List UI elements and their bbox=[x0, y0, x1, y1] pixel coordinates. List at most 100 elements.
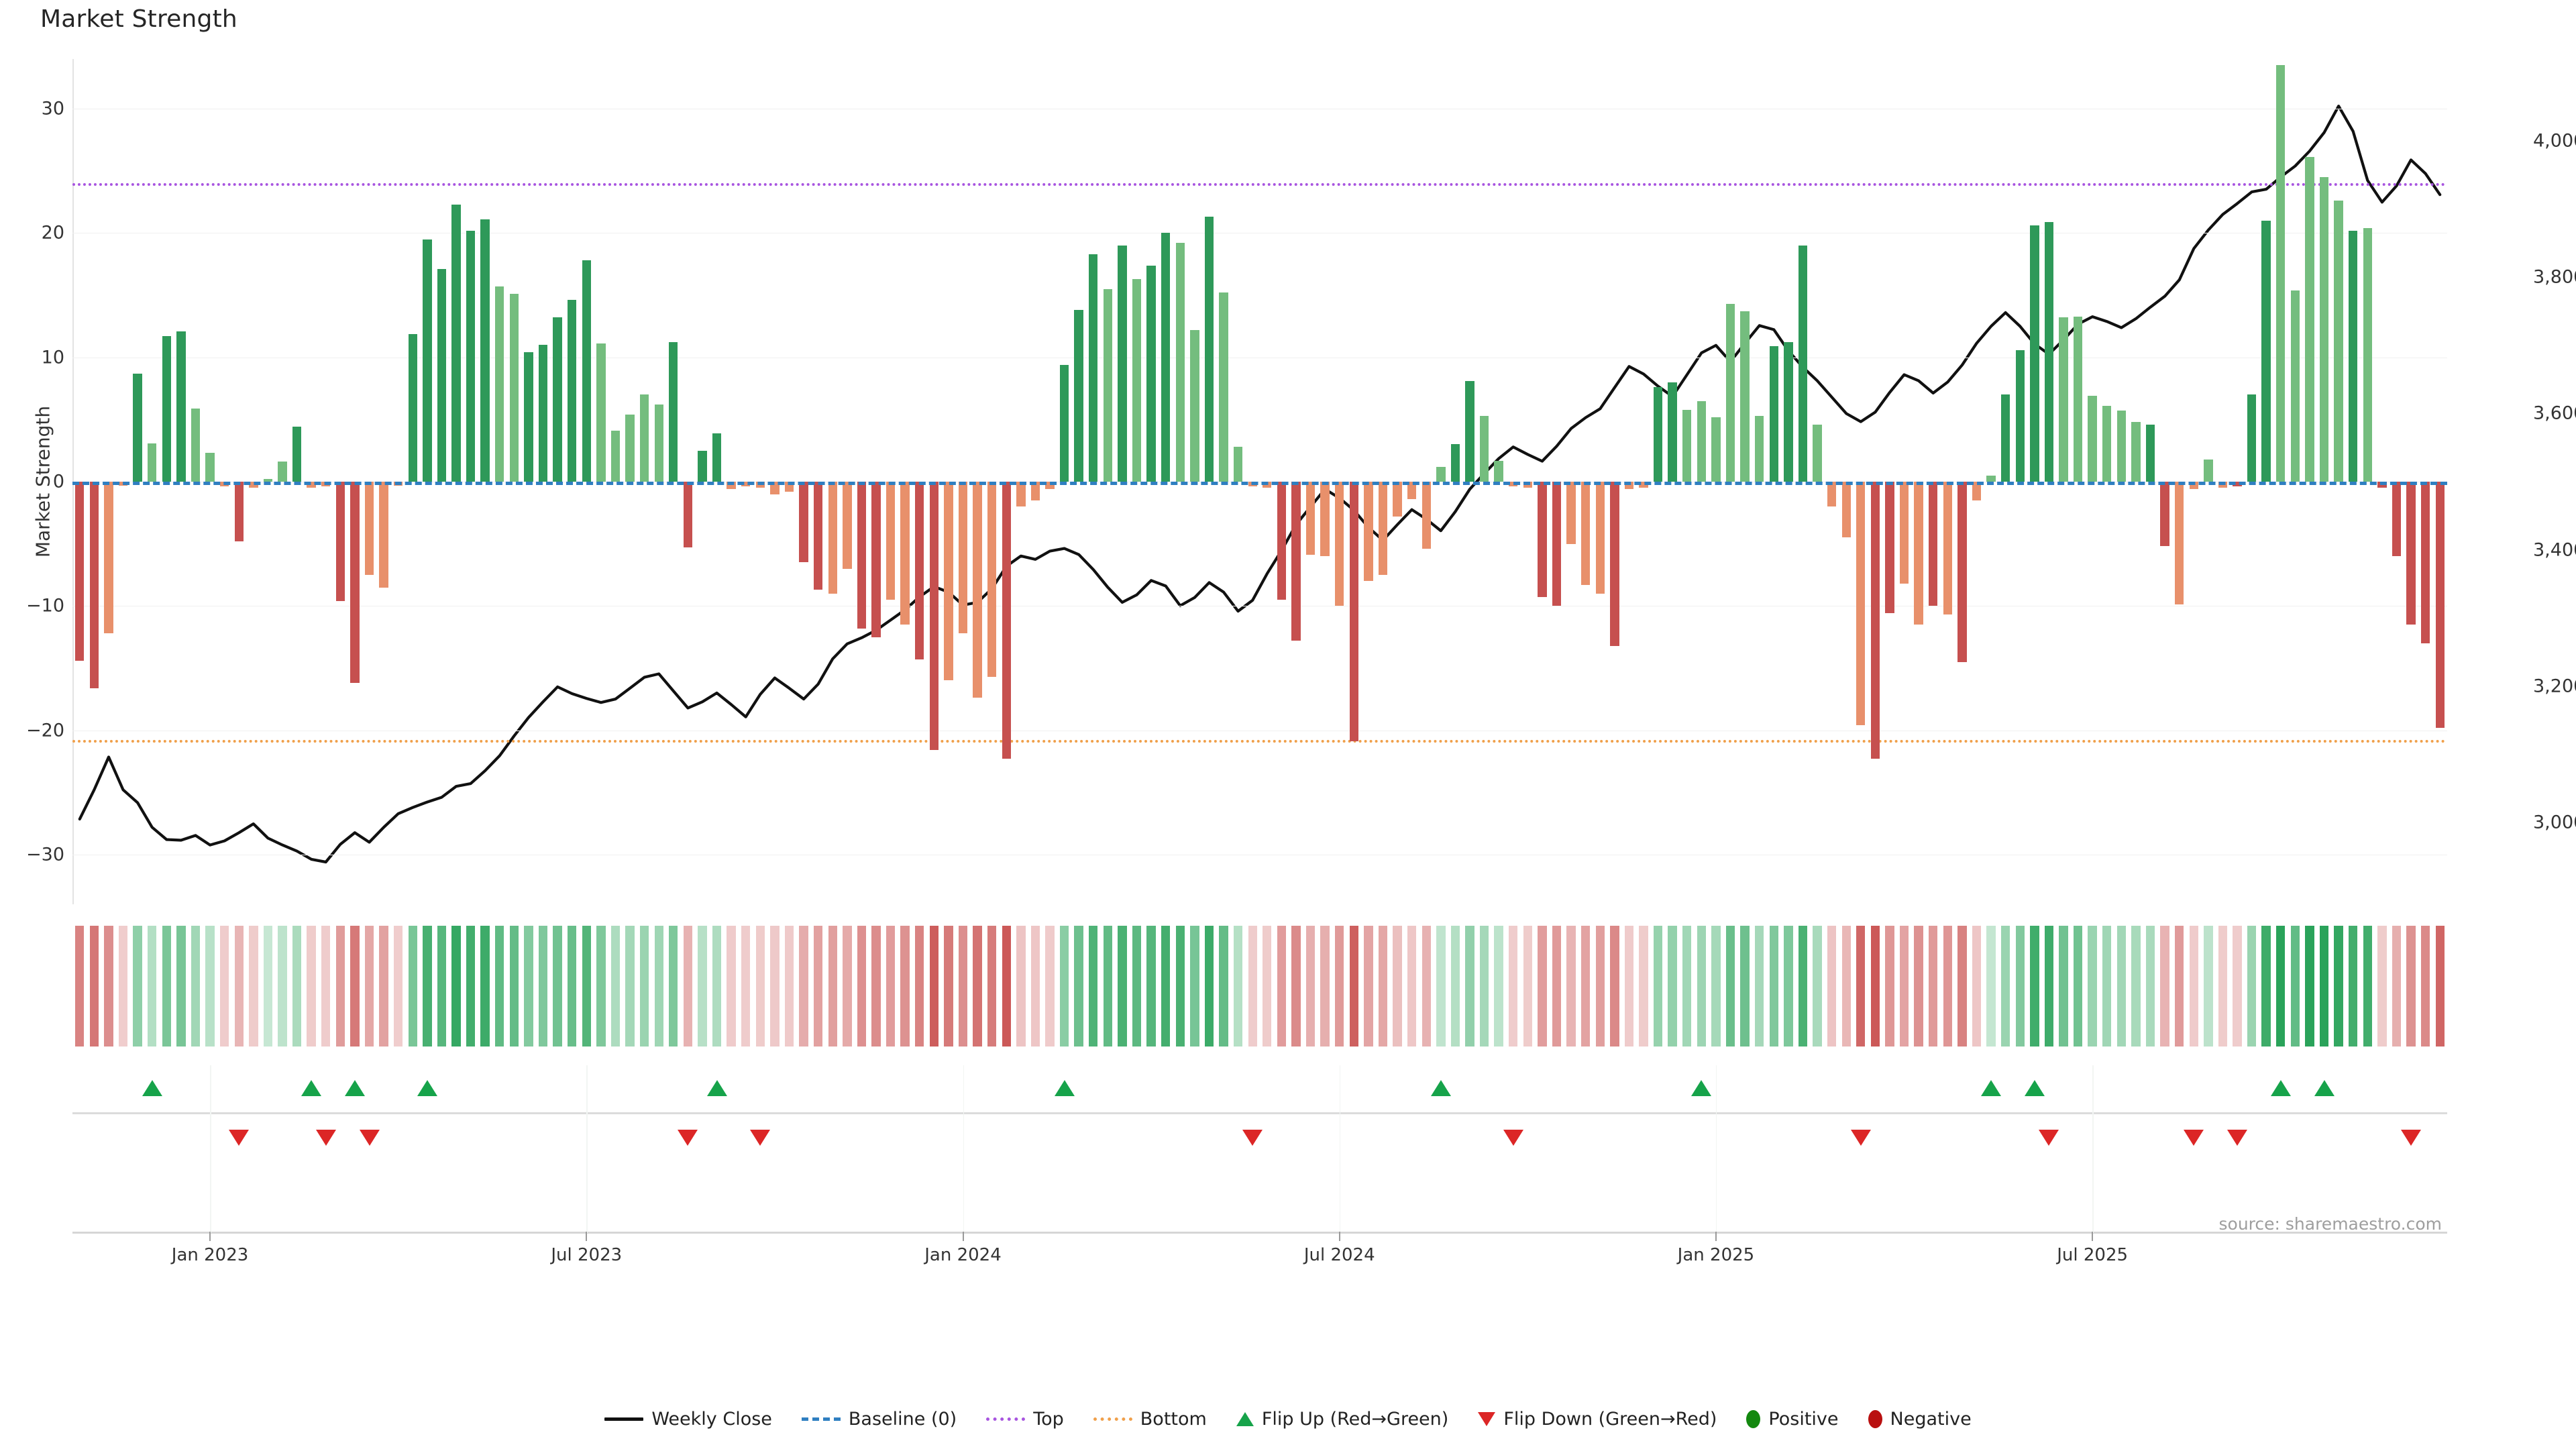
baseline-zero-line bbox=[72, 482, 2447, 485]
left-axis-tick-label: 30 bbox=[41, 98, 64, 119]
strength-bar bbox=[1538, 482, 1547, 598]
x-gridline bbox=[1715, 1159, 1717, 1233]
strength-bar bbox=[1798, 245, 1808, 482]
legend-item-weekly-close[interactable]: Weekly Close bbox=[604, 1409, 772, 1430]
strength-bar bbox=[1697, 400, 1707, 482]
strength-bar bbox=[1450, 444, 1460, 482]
strength-bar bbox=[437, 269, 447, 482]
strength-bar bbox=[1219, 292, 1228, 482]
heatmap-cell bbox=[727, 926, 736, 1046]
legend-item-flip-up[interactable]: Flip Up (Red→Green) bbox=[1236, 1409, 1448, 1430]
x-gridline bbox=[210, 1159, 211, 1233]
strength-bar bbox=[1059, 364, 1069, 482]
legend-item-negative[interactable]: Negative bbox=[1868, 1409, 1972, 1430]
strength-bar bbox=[133, 373, 142, 482]
heatmap-cell bbox=[857, 926, 867, 1046]
strength-bar bbox=[828, 482, 837, 594]
strength-bar bbox=[148, 443, 157, 482]
strength-bar bbox=[2261, 220, 2271, 482]
strength-bar bbox=[1740, 311, 1750, 482]
strength-bar bbox=[987, 482, 997, 677]
flip-down-marker-icon bbox=[2039, 1130, 2059, 1146]
heatmap-cell bbox=[1002, 926, 1011, 1046]
x-axis-panel: Jan 2023 Jul 2023 Jan 2024 Jul 2024 Jan 2025… bbox=[72, 1159, 2447, 1265]
strength-bar bbox=[2406, 482, 2416, 625]
heatmap-cell bbox=[2349, 926, 2358, 1046]
legend-item-label: Baseline (0) bbox=[848, 1409, 957, 1430]
triangle-up-icon bbox=[1236, 1412, 1254, 1426]
x-axis-tick-label: Jul 2025 bbox=[2057, 1245, 2129, 1265]
heatmap-cell bbox=[2290, 926, 2300, 1046]
heatmap-cell bbox=[133, 926, 142, 1046]
x-gridline bbox=[1339, 1159, 1341, 1233]
legend-item-top[interactable]: Top bbox=[986, 1409, 1064, 1430]
legend-item-label: Positive bbox=[1768, 1409, 1839, 1430]
heatmap-cell bbox=[234, 926, 244, 1046]
heatmap-cell bbox=[843, 926, 852, 1046]
left-axis-tick-label: 0 bbox=[52, 471, 64, 492]
right-axis-tick-label: 3,400 bbox=[2533, 539, 2576, 561]
heatmap-cell bbox=[1870, 926, 1880, 1046]
heatmap-cell bbox=[89, 926, 99, 1046]
x-gridline bbox=[1715, 1065, 1717, 1159]
heatmap-cell bbox=[1639, 926, 1648, 1046]
x-axis-tick-label: Jul 2024 bbox=[1303, 1245, 1375, 1265]
heatmap-cell bbox=[1813, 926, 1822, 1046]
legend-item-baseline[interactable]: Baseline (0) bbox=[801, 1409, 957, 1430]
heatmap-cell bbox=[2319, 926, 2329, 1046]
strength-bar bbox=[509, 294, 519, 482]
strength-bar bbox=[263, 479, 273, 482]
heatmap-cell bbox=[596, 926, 606, 1046]
flip-markers-panel bbox=[72, 1065, 2447, 1159]
heatmap-cell bbox=[1668, 926, 1677, 1046]
x-axis-tick-label: Jul 2023 bbox=[551, 1245, 623, 1265]
heatmap-cell bbox=[1725, 926, 1735, 1046]
strength-bar bbox=[596, 343, 606, 482]
strength-bar bbox=[2030, 225, 2039, 482]
strength-bar bbox=[1957, 482, 1967, 662]
dashed-line-icon bbox=[801, 1417, 841, 1421]
heatmap-cell bbox=[1349, 926, 1358, 1046]
heatmap-cell bbox=[1755, 926, 1764, 1046]
heatmap-cell bbox=[1827, 926, 1837, 1046]
heatmap-cell bbox=[2189, 926, 2198, 1046]
strength-bar bbox=[1291, 482, 1301, 641]
strength-bar bbox=[813, 482, 823, 590]
circle-green-icon bbox=[1746, 1410, 1761, 1428]
heatmap-cell bbox=[379, 926, 388, 1046]
strength-bar bbox=[1914, 482, 1923, 625]
heatmap-cell bbox=[205, 926, 215, 1046]
legend-item-positive[interactable]: Positive bbox=[1746, 1409, 1839, 1430]
strength-bar bbox=[423, 239, 432, 482]
heatmap-cell bbox=[799, 926, 808, 1046]
flip-down-marker-icon bbox=[2227, 1130, 2247, 1146]
x-gridline bbox=[210, 1065, 211, 1159]
circle-red-icon bbox=[1868, 1410, 1882, 1428]
heatmap-cell bbox=[1479, 926, 1489, 1046]
strength-bar bbox=[495, 286, 504, 482]
x-axis-tick bbox=[1715, 1232, 1717, 1241]
strength-bar bbox=[1074, 310, 1083, 482]
x-axis-tick bbox=[586, 1232, 588, 1241]
strength-bar bbox=[2247, 394, 2257, 482]
strength-bar bbox=[2189, 482, 2198, 490]
legend-item-bottom[interactable]: Bottom bbox=[1093, 1409, 1207, 1430]
heatmap-cell bbox=[639, 926, 649, 1046]
strength-bar bbox=[1407, 482, 1417, 499]
strength-bar bbox=[2392, 482, 2402, 557]
right-axis-tick-label: 3,800 bbox=[2533, 266, 2576, 288]
heatmap-cell bbox=[104, 926, 113, 1046]
strength-bar bbox=[480, 219, 490, 482]
strength-bar bbox=[1725, 304, 1735, 482]
strength-bar bbox=[915, 482, 924, 659]
legend-item-flip-down[interactable]: Flip Down (Green→Red) bbox=[1478, 1409, 1717, 1430]
heatmap-cell bbox=[1465, 926, 1474, 1046]
heatmap-cell bbox=[1089, 926, 1098, 1046]
flip-down-marker-icon bbox=[678, 1130, 698, 1146]
x-gridline bbox=[1339, 1065, 1341, 1159]
heatmap-cell bbox=[364, 926, 374, 1046]
flip-down-marker-icon bbox=[1850, 1130, 1871, 1146]
flip-up-marker-icon bbox=[142, 1080, 162, 1096]
strength-bar bbox=[1494, 460, 1503, 482]
